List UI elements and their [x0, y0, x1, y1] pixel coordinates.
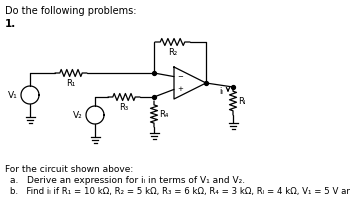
Text: R₄: R₄	[159, 110, 168, 118]
Text: −: −	[177, 74, 183, 80]
Text: iₗ: iₗ	[219, 87, 223, 96]
Text: R₃: R₃	[119, 103, 128, 112]
Text: For the circuit shown above:: For the circuit shown above:	[5, 165, 133, 174]
Text: b.   Find iₗ if R₁ = 10 kΩ, R₂ = 5 kΩ, R₃ = 6 kΩ, R₄ = 3 kΩ, Rₗ = 4 kΩ, V₁ = 5 V: b. Find iₗ if R₁ = 10 kΩ, R₂ = 5 kΩ, R₃ …	[10, 187, 350, 196]
Text: +: +	[177, 86, 183, 92]
Text: a.   Derive an expression for iₗ in terms of V₁ and V₂.: a. Derive an expression for iₗ in terms …	[10, 176, 245, 185]
Text: R₂: R₂	[168, 48, 177, 57]
Text: Rₗ: Rₗ	[238, 96, 245, 105]
Text: 1.: 1.	[5, 19, 16, 29]
Text: V₂: V₂	[73, 110, 83, 119]
Text: R₁: R₁	[66, 79, 76, 88]
Text: V₁: V₁	[8, 90, 18, 99]
Text: Do the following problems:: Do the following problems:	[5, 6, 136, 16]
